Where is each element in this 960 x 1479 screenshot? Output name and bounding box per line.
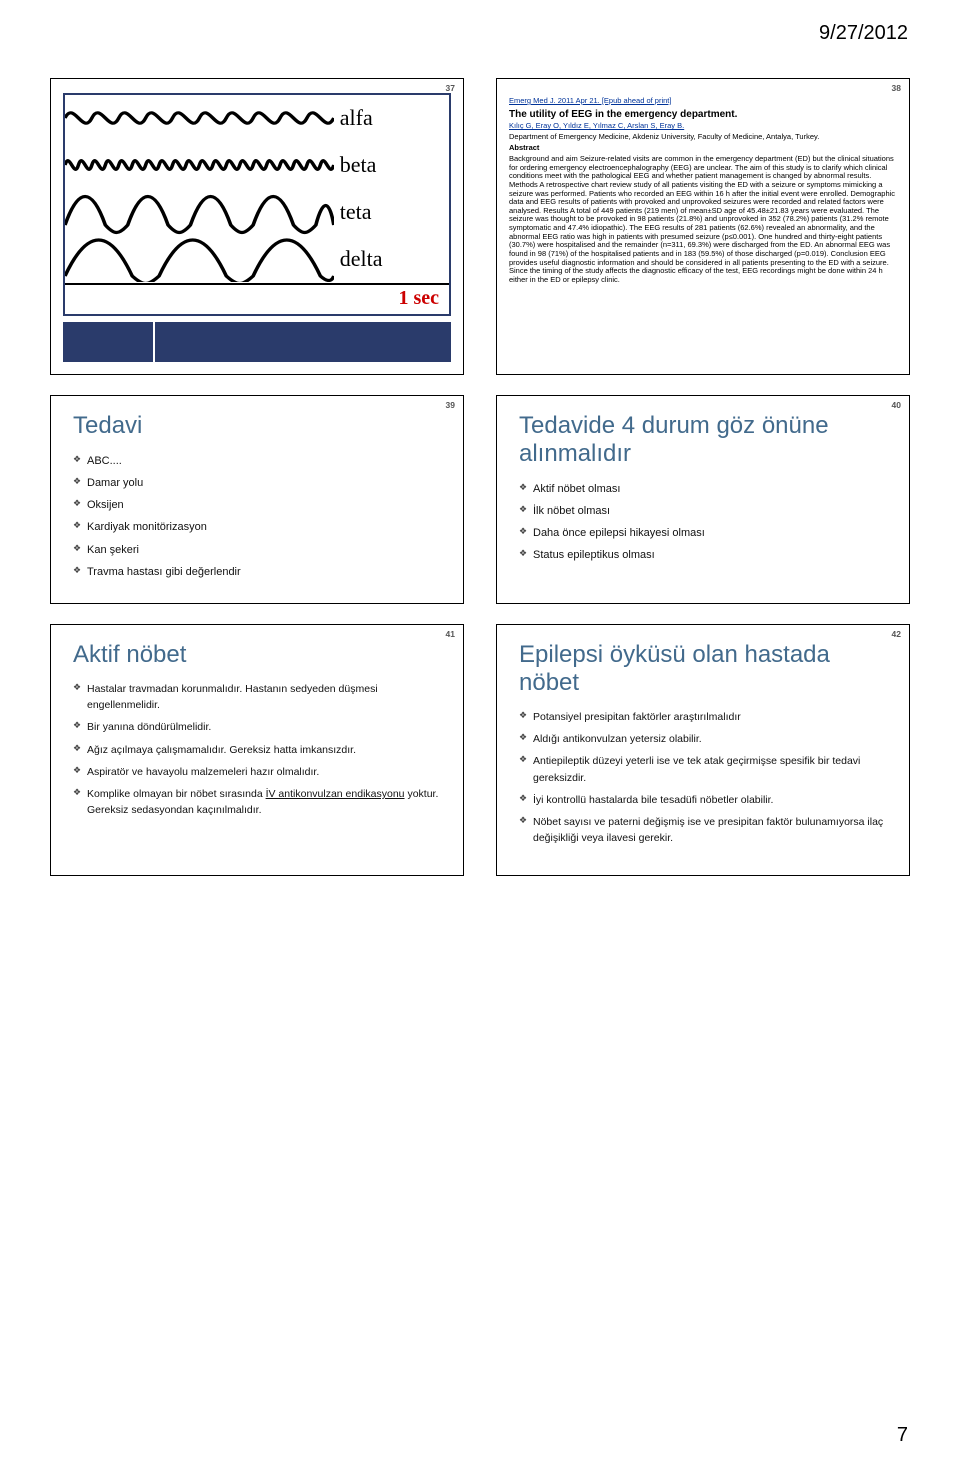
slide-title: Aktif nöbet [73,641,441,669]
paper-dept: Department of Emergency Medicine, Akdeni… [509,133,897,142]
list-item: Ağız açılmaya çalışmamalıdır. Gereksiz h… [73,742,441,758]
list-item: ABC.... [73,452,441,470]
slide-40: 40 Tedavide 4 durum göz önüne alınmalıdı… [496,395,910,604]
slide-number: 40 [892,400,901,410]
list-item: Komplike olmayan bir nöbet sırasında İV … [73,786,441,819]
slide-number: 38 [892,83,901,93]
eeg-label: beta [334,152,449,178]
list-item: Nöbet sayısı ve paterni değişmiş ise ve … [519,814,887,847]
list-item: Antiepileptik düzeyi yeterli ise ve tek … [519,753,887,786]
slide-content: Epilepsi öyküsü olan hastada nöbet Potan… [497,625,909,875]
eeg-row: teta [65,189,449,236]
slide-title: Tedavide 4 durum göz önüne alınmalıdır [519,412,887,468]
list-item: Kardiyak monitörizasyon [73,518,441,536]
eeg-row: beta [65,142,449,189]
eeg-label: alfa [334,105,449,131]
eeg-wave [65,236,334,282]
list-item: Oksijen [73,496,441,514]
paper-authors: Kılıç G, Eray O, Yıldız E, Yılmaz C, Ars… [509,122,897,131]
eeg-footer: 1 sec [65,283,449,314]
paper-title: The utility of EEG in the emergency depa… [509,109,897,121]
slide-42: 42 Epilepsi öyküsü olan hastada nöbet Po… [496,624,910,876]
slide-content: Tedavi ABC.... Damar yolu Oksijen Kardiyak … [51,396,463,603]
bullet-list: Aktif nöbet olması İlk nöbet olması Daha ö… [519,480,887,565]
slide-number: 41 [446,629,455,639]
list-item: Daha önce epilepsi hikayesi olması [519,524,887,542]
slides-grid: 37 alfa beta teta delta 1 sec 38 Emerg Med … [50,22,910,876]
eeg-wave [65,189,334,235]
list-item: Hastalar travmadan korunmalıdır. Hastanı… [73,681,441,714]
page-date: 9/27/2012 [819,22,908,45]
slide-content: Aktif nöbet Hastalar travmadan korunmalı… [51,625,463,847]
slide-39: 39 Tedavi ABC.... Damar yolu Oksijen Kardiy… [50,395,464,604]
abstract-heading: Abstract [509,144,897,153]
slide-41: 41 Aktif nöbet Hastalar travmadan korunm… [50,624,464,876]
list-item: İlk nöbet olması [519,502,887,520]
slide-content: Tedavide 4 durum göz önüne alınmalıdır A… [497,396,909,587]
decorative-bar [63,322,451,362]
list-item: Kan şekeri [73,541,441,559]
slide-title: Epilepsi öyküsü olan hastada nöbet [519,641,887,697]
list-item: Aspiratör ve havayolu malzemeleri hazır … [73,764,441,780]
slide-number: 37 [446,83,455,93]
list-item: Aldığı antikonvulzan yetersiz olabilir. [519,731,887,747]
bullet-list: Potansiyel presipitan faktörler araştırı… [519,709,887,847]
eeg-figure: alfa beta teta delta 1 sec [51,79,463,374]
list-item: Status epileptikus olması [519,546,887,564]
bullet-list: Hastalar travmadan korunmalıdır. Hastanı… [73,681,441,819]
eeg-label: teta [334,199,449,225]
slide-38: 38 Emerg Med J. 2011 Apr 21. [Epub ahead… [496,78,910,375]
eeg-card: alfa beta teta delta 1 sec [63,93,451,316]
eeg-wave [65,142,334,188]
list-item: Aktif nöbet olması [519,480,887,498]
page-number: 7 [897,1424,908,1447]
bullet-list: ABC.... Damar yolu Oksijen Kardiyak monitör… [73,452,441,581]
slide-number: 39 [446,400,455,410]
list-item: Bir yanına döndürülmelidir. [73,719,441,735]
slide-title: Tedavi [73,412,441,440]
list-item: Damar yolu [73,474,441,492]
journal-ref: Emerg Med J. 2011 Apr 21. [Epub ahead of… [509,97,897,106]
cursor-line [153,322,155,362]
eeg-row: delta [65,236,449,283]
page: 9/27/2012 7 37 alfa beta teta delta 1 sec 3… [0,0,960,1479]
slide-37: 37 alfa beta teta delta 1 sec [50,78,464,375]
eeg-row: alfa [65,95,449,142]
eeg-label: delta [334,246,449,272]
eeg-wave [65,95,334,141]
abstract-body: Background and aim Seizure-related visit… [509,155,897,284]
list-item: Potansiyel presipitan faktörler araştırı… [519,709,887,725]
eeg-footer-label: 1 sec [398,287,439,310]
list-item: Travma hastası gibi değerlendir [73,563,441,581]
list-item: İyi kontrollü hastalarda bile tesadüfi n… [519,792,887,808]
paper-abstract: Emerg Med J. 2011 Apr 21. [Epub ahead of… [497,79,909,298]
slide-number: 42 [892,629,901,639]
